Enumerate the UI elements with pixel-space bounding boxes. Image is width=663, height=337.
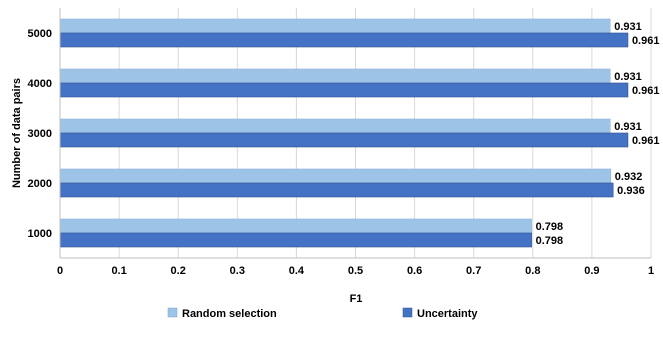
bar-random-selection-2000 <box>59 168 612 184</box>
y-tick-label-1000: 1000 <box>28 228 52 240</box>
y-tick-label-3000: 3000 <box>28 128 52 140</box>
bars <box>59 18 629 248</box>
data-label-random-selection-5000: 0.931 <box>614 21 642 33</box>
bar-random-selection-5000 <box>59 18 611 34</box>
x-tick-label-0: 0 <box>57 265 63 277</box>
data-labels: 0.931 0.961 0.931 0.961 0.931 0.961 0.932 0.936… <box>536 21 660 247</box>
data-label-random-selection-3000: 0.931 <box>614 121 642 133</box>
bar-uncertainty-3000 <box>59 132 629 148</box>
data-label-uncertainty-5000: 0.961 <box>632 35 660 47</box>
y-tick-label-5000: 5000 <box>28 28 52 40</box>
x-tick-label-2: 0.2 <box>171 265 186 277</box>
bar-uncertainty-5000 <box>59 32 629 48</box>
data-label-uncertainty-2000: 0.936 <box>617 185 645 197</box>
x-tick-label-4: 0.4 <box>289 265 305 277</box>
bar-random-selection-3000 <box>59 118 611 134</box>
data-label-uncertainty-4000: 0.961 <box>632 85 660 97</box>
data-label-random-selection-1000: 0.798 <box>536 221 564 233</box>
bar-uncertainty-1000 <box>59 232 532 248</box>
legend-swatch-uncertainty <box>402 307 413 318</box>
bar-uncertainty-2000 <box>59 182 614 198</box>
data-label-random-selection-4000: 0.931 <box>614 71 642 83</box>
x-tick-label-6: 0.6 <box>407 265 422 277</box>
legend-label-random-selection: Random selection <box>182 308 277 320</box>
x-tick-label-9: 0.9 <box>584 265 599 277</box>
legend: Random selection Uncertainty <box>167 307 478 320</box>
x-tick-label-1: 0.1 <box>111 265 126 277</box>
x-tick-label-7: 0.7 <box>466 265 481 277</box>
y-tick-label-2000: 2000 <box>28 178 52 190</box>
data-label-random-selection-2000: 0.932 <box>615 171 643 183</box>
x-tick-label-8: 0.8 <box>525 265 540 277</box>
bar-uncertainty-4000 <box>59 82 629 98</box>
bar-random-selection-1000 <box>59 218 532 234</box>
legend-label-uncertainty: Uncertainty <box>417 308 478 320</box>
data-label-uncertainty-1000: 0.798 <box>536 235 564 247</box>
y-tick-label-4000: 4000 <box>28 78 52 90</box>
axes: 5000 4000 3000 2000 1000 0 0.1 0.2 0.3 0.4 0.5 0.6 0… <box>28 8 654 277</box>
data-label-uncertainty-3000: 0.961 <box>632 135 660 147</box>
x-tick-label-5: 0.5 <box>348 265 363 277</box>
x-axis-title: F1 <box>350 293 363 305</box>
y-axis-title: Number of data pairs <box>11 78 23 188</box>
bar-random-selection-4000 <box>59 68 611 84</box>
legend-swatch-random-selection <box>167 307 178 318</box>
x-tick-label-3: 0.3 <box>230 265 245 277</box>
x-tick-label-10: 1 <box>648 265 654 277</box>
